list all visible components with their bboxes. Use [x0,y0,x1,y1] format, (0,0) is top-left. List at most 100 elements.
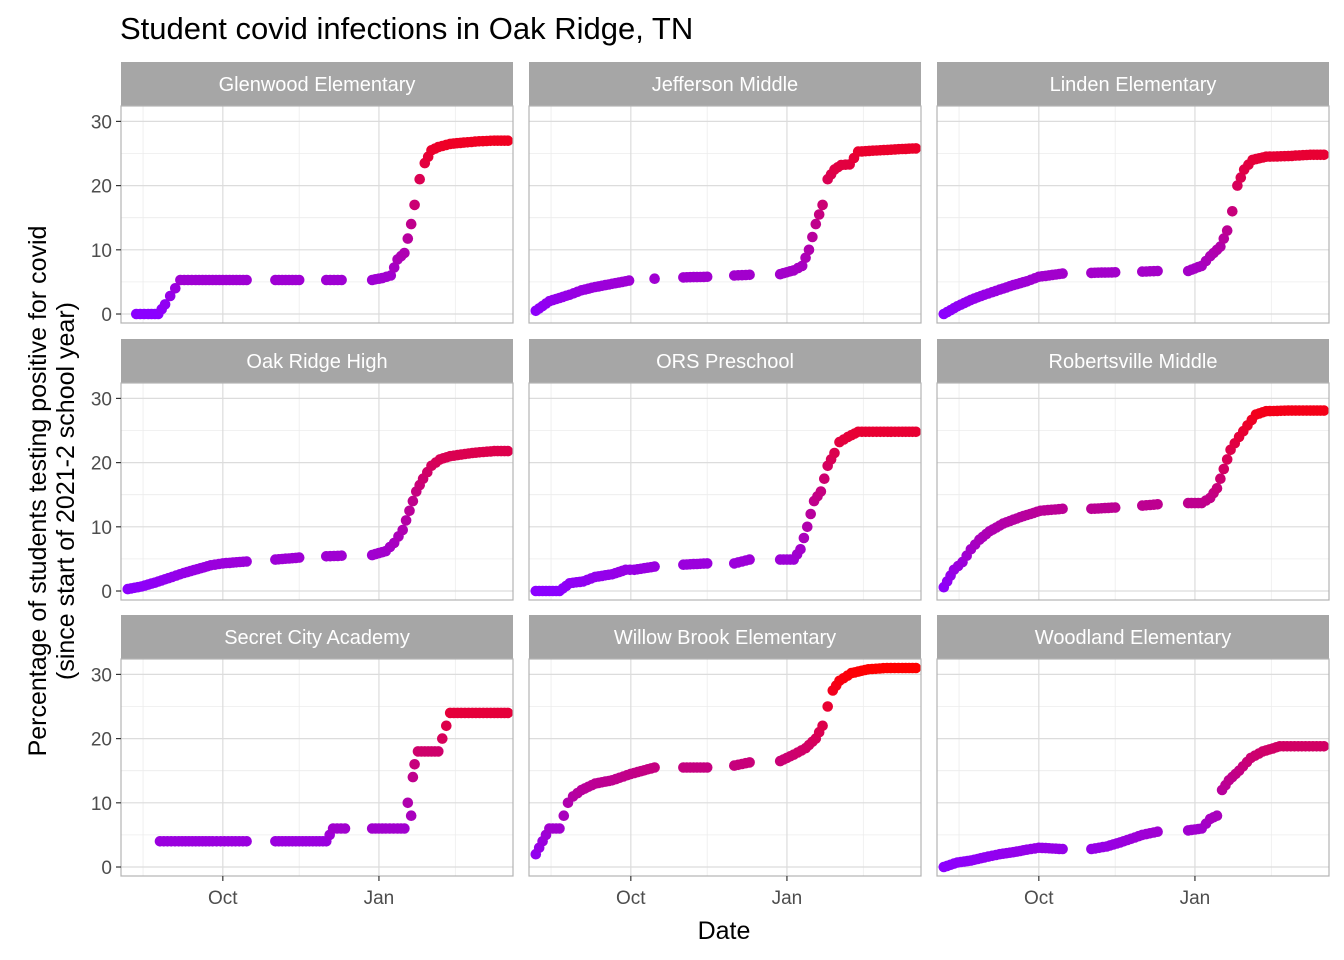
data-point [1318,741,1330,752]
data-point [441,720,452,732]
data-point [822,701,833,712]
facet-strip-label: Woodland Elementary [1035,627,1231,649]
data-point [400,515,412,526]
data-point [293,552,305,563]
data-point [1221,454,1233,465]
data-point [414,173,426,185]
facet-panel: Secret City Academy 0 10 20 30 Oct Jan [91,615,514,909]
facet-strip [529,339,921,383]
data-point [744,269,755,281]
facet-strip-label: Robertsville Middle [1049,351,1218,373]
data-point [819,473,830,485]
data-point [399,247,410,259]
facet-strip [121,339,513,383]
facet-strip [937,339,1329,383]
facet-strip [121,62,513,106]
panel-border [936,658,1330,877]
x-axis-title: Date [698,917,751,945]
data-point [910,662,922,674]
facet-strip [529,62,921,106]
data-point [241,556,252,567]
data-point [407,771,419,783]
facet-panel: Glenwood Elementary 0 10 20 30 [91,62,514,326]
data-point [701,762,713,773]
x-tick-label: Oct [208,888,238,909]
y-tick-label: 30 [91,389,112,410]
data-point [701,271,713,283]
data-point [1318,149,1330,161]
facet-strip [937,615,1329,659]
data-point [388,262,400,273]
data-point [1211,810,1223,821]
data-point [1152,499,1163,510]
panel-border [120,382,514,601]
data-point [385,270,397,281]
plot-background [937,383,1329,600]
data-point [910,143,922,154]
data-point [807,231,818,243]
data-point [744,554,755,565]
data-point [241,274,252,286]
facet-panel: ORS Preschool [528,339,922,601]
data-point [1057,503,1068,515]
panel-border [120,105,514,324]
data-point [1109,502,1121,513]
data-point [558,810,570,821]
data-point [1109,267,1121,278]
y-tick-label: 20 [91,177,112,198]
data-point [796,260,808,272]
panel-border [528,105,922,324]
data-point [502,135,514,146]
y-tick-label: 20 [91,730,112,751]
y-tick-label: 30 [91,112,112,133]
data-point [815,486,827,497]
facet-strip-label: Secret City Academy [224,627,410,649]
data-point [1215,473,1226,485]
facet-strip [529,615,921,659]
data-point [293,274,305,286]
data-point [649,561,660,572]
data-point [502,707,514,719]
plot-background [529,659,921,876]
plot-background [529,383,921,600]
data-point [1211,483,1223,494]
data-point [1218,463,1230,475]
y-tick-label: 0 [101,582,112,603]
data-point [1215,241,1226,252]
data-point [910,426,922,438]
facet-strip-label: Jefferson Middle [652,74,798,96]
data-point [402,797,414,809]
y-tick-label: 0 [101,305,112,326]
data-point [1221,225,1233,236]
y-tick-label: 30 [91,665,112,686]
facet-panel: Woodland Elementary Oct Jan [936,615,1330,909]
data-point [803,244,815,256]
data-point [1318,405,1330,416]
data-point [241,836,252,847]
facet-strip-label: Linden Elementary [1050,74,1217,96]
data-point [798,532,810,544]
data-point [649,273,660,285]
data-point [701,558,713,569]
facet-panel: Willow Brook Elementary Oct Jan [528,615,922,909]
data-point [437,733,448,744]
data-point [339,823,351,834]
data-point [170,283,181,294]
data-point [829,447,840,459]
y-axis-title-line-1: Percentage of students testing positive … [24,226,52,757]
data-point [502,445,514,457]
data-point [407,495,419,507]
y-tick-label: 10 [91,241,112,262]
data-point [817,199,828,211]
x-tick-label: Jan [1180,888,1211,909]
y-tick-label: 10 [91,794,112,815]
data-point [805,508,816,520]
data-point [409,199,420,211]
panel-border [936,382,1330,601]
panel-border [120,658,514,877]
data-point [1057,843,1068,855]
y-tick-label: 0 [101,858,112,879]
data-point [397,524,409,536]
y-tick-label: 20 [91,454,112,475]
plot-background [121,383,513,600]
